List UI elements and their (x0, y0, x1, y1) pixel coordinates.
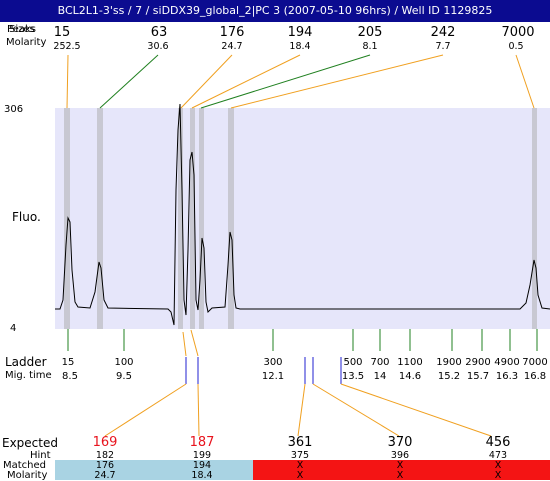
sizes-row-label: Sizes (9, 24, 35, 35)
hint-connector (190, 329, 199, 357)
peak-marker (228, 108, 234, 329)
expected-size: 370 (387, 435, 413, 450)
hint-connector (312, 383, 400, 437)
expected-size: 169 (92, 435, 118, 450)
ladder-mig: 14.6 (398, 371, 422, 382)
mig-time-label: Mig. time (5, 370, 52, 381)
matched-molarity: 18.4 (191, 470, 213, 481)
matched-label: Matched (3, 460, 47, 471)
peak-marker (178, 108, 183, 329)
peak-molarity-value: 7.7 (435, 41, 451, 52)
hint-size: 375 (290, 450, 310, 461)
ladder-mig: 14 (373, 371, 387, 382)
header-connector (180, 54, 233, 109)
peak-size-value: 242 (430, 25, 456, 40)
plot-area-background (55, 108, 550, 329)
y-axis-min-label: 4 (10, 323, 17, 334)
ladder-size: 2900 (465, 357, 491, 368)
ladder-ticks (67, 329, 538, 351)
ladder-mig: 13.5 (341, 371, 365, 382)
expected-size: 361 (287, 435, 313, 450)
expected-size: 187 (189, 435, 215, 450)
peak-size-value: 63 (150, 25, 168, 40)
hint-connector (340, 383, 492, 437)
hint-connector (197, 383, 200, 437)
matched-molarity: 24.7 (94, 470, 116, 481)
ladder-size: 300 (263, 357, 283, 368)
peak-size-value: 7000 (501, 25, 535, 40)
ladder-size: 1900 (436, 357, 462, 368)
ladder-mig: 16.8 (523, 371, 547, 382)
peak-size-value: 176 (219, 25, 245, 40)
ladder-size: 500 (343, 357, 363, 368)
matched-size: 194 (192, 460, 212, 471)
peak-size-value: 15 (53, 25, 71, 40)
ladder-size: 15 (61, 357, 75, 368)
peak-marker (199, 108, 204, 329)
y-axis-label: Fluo. (12, 210, 41, 224)
ladder-mig: 9.5 (116, 371, 132, 382)
hint-size: 473 (488, 450, 508, 461)
header-connector (191, 54, 301, 109)
hint-connector (182, 331, 187, 357)
matched-molarity: X (494, 470, 502, 481)
matched-size: X (396, 460, 404, 471)
ladder-label: Ladder (5, 355, 47, 369)
peak-marker (64, 108, 70, 329)
peak-markers (64, 108, 537, 329)
peaks-row-label: Peaks (7, 24, 36, 35)
hint-size: 396 (390, 450, 410, 461)
hint-connector (297, 383, 306, 437)
hint-connector (104, 383, 187, 437)
header-connector (99, 54, 159, 109)
peak-molarity-value: 30.6 (147, 41, 169, 52)
ladder-size: 1100 (397, 357, 423, 368)
header-connector (66, 54, 69, 109)
peak-molarity-value: 18.4 (289, 41, 311, 52)
hint-size: 182 (95, 450, 115, 461)
matched-size: X (296, 460, 304, 471)
matched-highlight (55, 460, 253, 480)
ladder-mig: 15.2 (437, 371, 461, 382)
peak-molarity-value: 24.7 (221, 41, 243, 52)
header-connector (230, 54, 444, 109)
matched-size: X (494, 460, 502, 471)
peak-molarity-value: 252.5 (53, 41, 81, 52)
peak-size-value: 194 (287, 25, 313, 40)
peak-marker (190, 108, 195, 329)
hint-ticks (185, 357, 342, 384)
matched-size: 176 (95, 460, 115, 471)
window-title: BCL2L1-3'ss / 7 / siDDX39_global_2|PC 3 … (0, 0, 550, 22)
hint-connectors (104, 329, 492, 437)
header-connectors (66, 54, 535, 109)
y-axis-max-label: 306 (4, 104, 24, 115)
hint-size: 199 (192, 450, 212, 461)
peak-marker (532, 108, 537, 329)
peak-size-value: 205 (357, 25, 383, 40)
header-connector (515, 54, 535, 109)
ladder-mig: 15.7 (466, 371, 490, 382)
peak-molarity-value: 8.1 (362, 41, 378, 52)
ladder-mig: 16.3 (495, 371, 519, 382)
matched-molarity: X (296, 470, 304, 481)
molarity-label: Molarity (7, 470, 48, 481)
expected-size: 456 (485, 435, 511, 450)
peak-marker (97, 108, 103, 329)
electropherogram-trace (55, 103, 550, 326)
unmatched-highlight (253, 460, 550, 480)
ladder-size: 100 (114, 357, 134, 368)
hint-label: Hint (30, 450, 51, 461)
ladder-size: 7000 (522, 357, 548, 368)
molarity-row-label: Molarity (6, 37, 47, 48)
header-connector (200, 54, 371, 109)
ladder-size: 700 (370, 357, 390, 368)
ladder-mig: 8.5 (62, 371, 78, 382)
expected-label: Expected (2, 436, 58, 450)
ladder-size: 4900 (494, 357, 520, 368)
peak-molarity-value: 0.5 (508, 41, 524, 52)
matched-molarity: X (396, 470, 404, 481)
ladder-mig: 12.1 (261, 371, 285, 382)
